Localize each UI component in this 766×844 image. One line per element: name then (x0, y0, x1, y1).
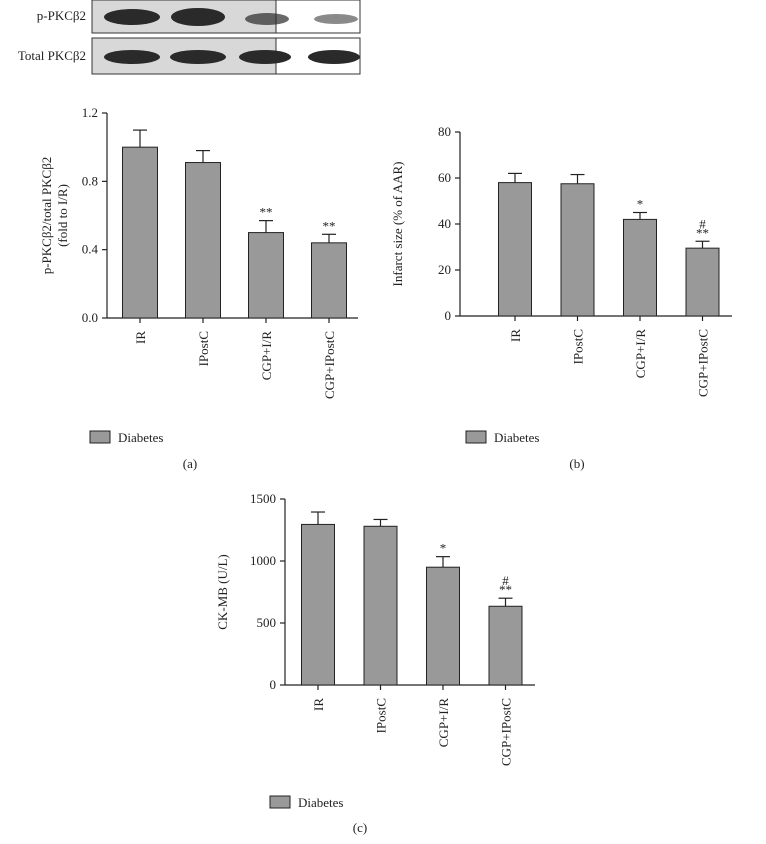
bar (301, 523, 335, 686)
y-tick-label: 60 (438, 170, 451, 185)
y-tick-label: 500 (257, 615, 277, 630)
bar (488, 605, 523, 686)
blot-frame (91, 37, 361, 75)
significance: ** (323, 218, 336, 233)
bar (185, 162, 221, 319)
band (104, 50, 160, 64)
bar (498, 182, 532, 317)
panel-label: (b) (569, 456, 584, 471)
x-tick-label: CGP+I/R (259, 331, 274, 381)
significance: ** (499, 582, 512, 597)
band (239, 50, 291, 64)
y-axis-label: Infarct size (% of AAR) (390, 162, 405, 287)
y-tick-label: 80 (438, 124, 451, 139)
x-tick-label: CGP+I/R (436, 698, 451, 748)
x-tick-label: CGP+IPostC (696, 329, 711, 397)
band (314, 14, 358, 24)
blot-frame (91, 0, 361, 34)
x-tick-label: IR (311, 698, 326, 711)
significance: # (502, 573, 509, 588)
legend-label: Diabetes (298, 795, 343, 810)
significance: ** (696, 225, 709, 240)
legend-label: Diabetes (118, 430, 163, 445)
x-tick-label: IPostC (196, 331, 211, 366)
band (308, 50, 360, 64)
y-tick-label: 0 (445, 308, 452, 323)
significance: # (699, 216, 706, 231)
bar (248, 232, 284, 319)
y-axis-label: (fold to I/R) (55, 184, 70, 247)
band (170, 50, 226, 64)
y-tick-label: 40 (438, 216, 451, 231)
x-tick-label: CGP+IPostC (322, 331, 337, 399)
bar (685, 247, 720, 317)
blot-label: Total PKCβ2 (18, 48, 86, 63)
bar (426, 566, 460, 686)
x-tick-label: IPostC (571, 329, 586, 364)
panel-label: (a) (183, 456, 197, 471)
bar (623, 218, 657, 317)
y-tick-label: 0 (270, 677, 277, 692)
blot-bands (104, 8, 360, 64)
bar (311, 242, 347, 319)
bar (363, 525, 398, 686)
y-tick-label: 0.8 (82, 173, 98, 188)
legend-swatch (89, 430, 111, 444)
legend-swatch (269, 795, 291, 809)
significance: ** (260, 205, 273, 220)
significance: * (440, 541, 447, 556)
y-tick-label: 1500 (250, 491, 276, 506)
x-tick-label: IR (133, 331, 148, 344)
bar (122, 146, 158, 319)
x-tick-label: CGP+IPostC (499, 698, 514, 766)
legend-label: Diabetes (494, 430, 539, 445)
y-tick-label: 20 (438, 262, 451, 277)
panel-label: (c) (353, 820, 367, 835)
legend-swatch (465, 430, 487, 444)
band (245, 13, 289, 25)
y-axis-label: p-PKCβ2/total PKCβ2 (39, 157, 54, 275)
x-tick-label: IR (508, 329, 523, 342)
blot-label: p-PKCβ2 (37, 8, 86, 23)
bar (560, 183, 595, 317)
band (171, 8, 225, 26)
y-tick-label: 0.4 (82, 242, 99, 257)
band (104, 9, 160, 25)
y-tick-label: 1000 (250, 553, 276, 568)
x-tick-label: IPostC (374, 698, 389, 733)
y-axis-label: CK-MB (U/L) (215, 554, 230, 629)
y-tick-label: 1.2 (82, 105, 98, 120)
x-tick-label: CGP+I/R (633, 329, 648, 379)
y-tick-label: 0.0 (82, 310, 98, 325)
significance: * (637, 197, 644, 212)
